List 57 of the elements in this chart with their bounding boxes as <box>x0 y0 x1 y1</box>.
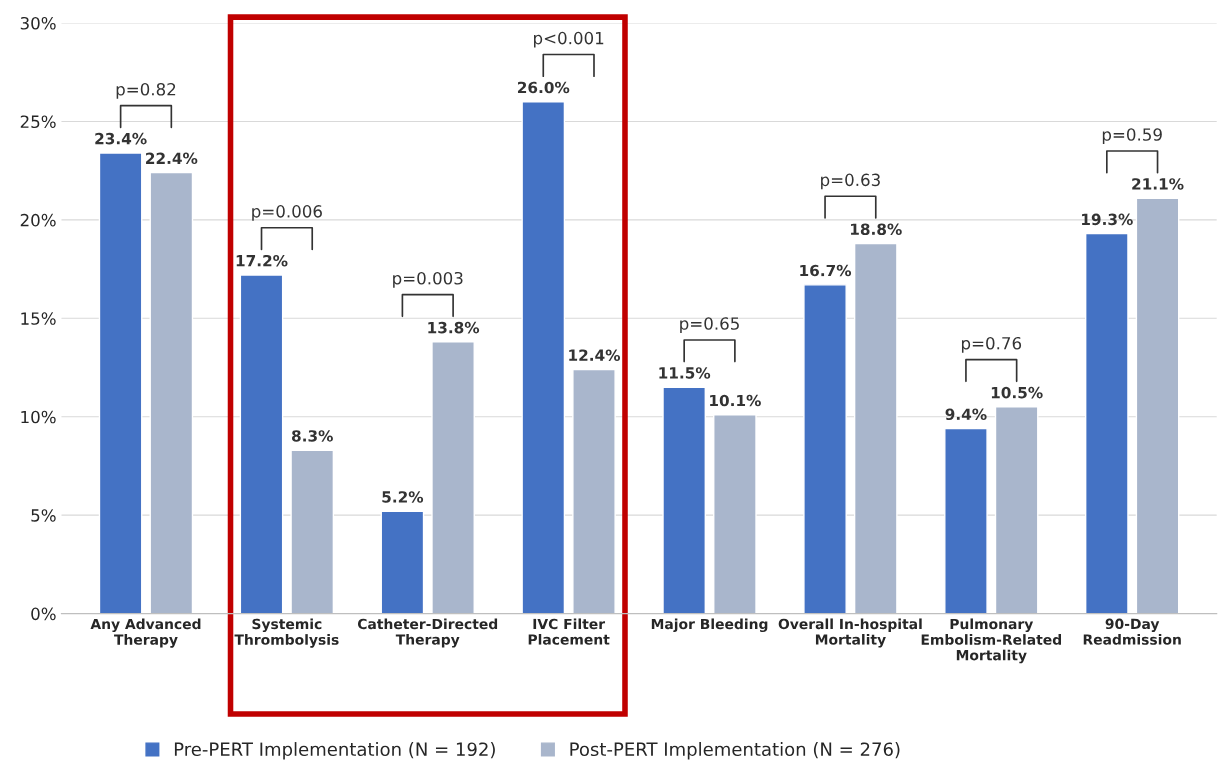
data-label: 13.8% <box>428 321 480 334</box>
data-label: 9.4% <box>945 408 987 421</box>
bar <box>149 171 194 614</box>
data-label: 12.4% <box>569 349 621 361</box>
data-label: 21.1% <box>1132 178 1184 190</box>
y-tick-label: 0% <box>31 607 56 621</box>
bar <box>572 368 616 614</box>
y-tick-label: 30% <box>20 16 56 30</box>
annotation: p=0.82 <box>116 82 176 99</box>
y-tick-label: 15% <box>21 312 56 325</box>
bar <box>290 449 335 614</box>
annotation: p<0.001 <box>534 31 604 48</box>
annotation: p=0.65 <box>680 317 739 334</box>
annotation: p=0.76 <box>961 336 1022 353</box>
bar <box>521 101 566 614</box>
x-tick-label: 90-Day Readmission <box>1083 618 1181 645</box>
data-label: 10.5% <box>991 386 1043 399</box>
x-tick-label: IVC Filter Placement <box>528 618 610 645</box>
annotation: p=0.003 <box>393 271 463 288</box>
bar <box>239 274 284 614</box>
x-tick-label: Catheter-Directed Therapy <box>357 618 498 648</box>
x-tick-label: Major Bleeding <box>651 618 768 633</box>
bar <box>944 427 988 614</box>
annotation: p=0.63 <box>821 173 880 190</box>
x-tick-label: Systemic Thrombolysis <box>234 618 339 648</box>
bar <box>803 284 847 614</box>
bar <box>853 242 898 614</box>
data-label: 10.1% <box>710 394 761 407</box>
x-tick-label: Any Advanced Therapy <box>90 618 201 648</box>
bar <box>713 414 757 614</box>
data-label: 11.5% <box>659 367 711 379</box>
bar <box>662 386 706 614</box>
legend-label: Pre-PERT Implementation (N = 192) <box>174 742 495 760</box>
annotation: p=0.59 <box>1102 128 1162 145</box>
y-tick-label: 25% <box>20 115 56 129</box>
bar <box>994 406 1039 614</box>
bar <box>98 152 143 614</box>
bar <box>380 510 425 614</box>
data-label: 18.8% <box>850 223 902 235</box>
data-label: 23.4% <box>95 132 147 145</box>
data-label: 22.4% <box>146 152 198 165</box>
bar <box>1135 197 1180 614</box>
y-tick-label: 10% <box>21 410 56 424</box>
data-label: 8.3% <box>291 430 333 442</box>
y-tick-label: 5% <box>31 509 56 522</box>
bar <box>1084 232 1129 614</box>
data-label: 17.2% <box>236 254 288 267</box>
x-tick-label: Overall In-hospital Mortality <box>778 618 922 648</box>
data-label: 26.0% <box>517 81 570 94</box>
data-label: 16.7% <box>800 264 852 277</box>
annotation: p=0.006 <box>252 205 322 221</box>
y-tick-label: 20% <box>20 213 56 227</box>
x-tick-label: Pulmonary Embolism-Related Mortality <box>921 618 1061 664</box>
legend-label: Post-PERT Implementation (N = 276) <box>570 742 900 760</box>
bar <box>431 341 475 614</box>
data-label: 19.3% <box>1082 213 1133 226</box>
data-label: 5.2% <box>382 491 424 503</box>
